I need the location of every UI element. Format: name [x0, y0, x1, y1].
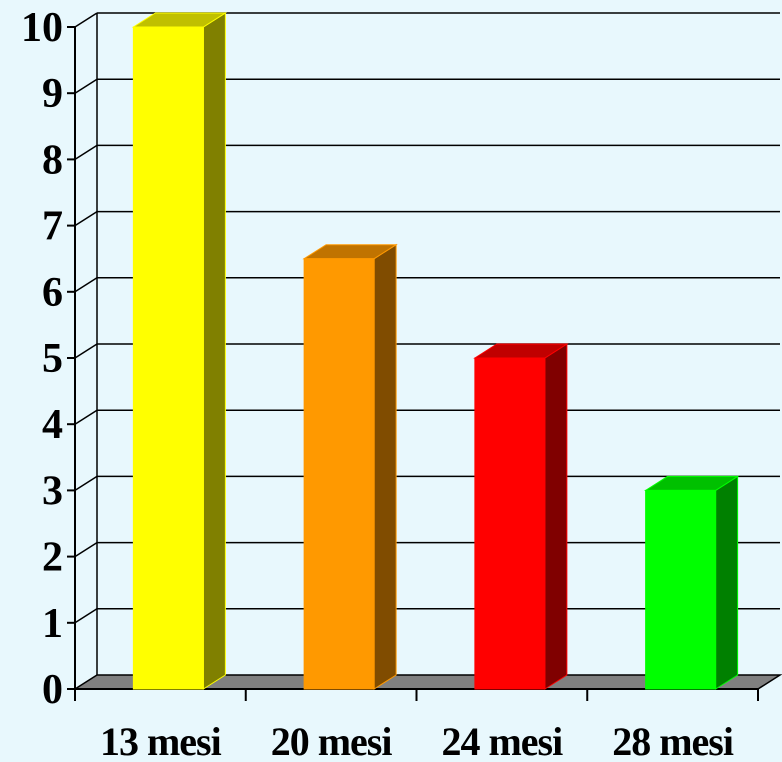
y-tick-label: 0	[42, 667, 63, 713]
bars	[131, 12, 740, 690]
bar-front	[645, 489, 717, 690]
gridline-diagonal	[74, 475, 98, 492]
y-tick-label: 7	[42, 204, 63, 250]
gridline-diagonal	[74, 210, 98, 227]
bar-front	[303, 258, 375, 690]
gridline-diagonal	[74, 541, 98, 558]
gridline-diagonal	[74, 144, 98, 161]
gridline-diagonal	[74, 12, 98, 28]
y-tick-label: 6	[42, 270, 63, 316]
category-label: 13 mesi	[100, 719, 222, 762]
gridline-diagonal	[74, 277, 98, 293]
bar-side	[715, 475, 739, 690]
bar-side	[202, 12, 226, 690]
bar	[473, 343, 569, 690]
category-label: 24 mesi	[441, 719, 563, 762]
gridline-diagonal	[74, 343, 98, 359]
y-tick-label: 4	[42, 402, 63, 448]
y-tick-label: 2	[42, 535, 63, 581]
gridline-diagonal	[74, 409, 98, 425]
labels: 0 1 2 3 4 5 6 7 8 9 10 13 mesi 20 mesi 24 mesi 28 mesi	[21, 5, 735, 762]
category-label: 20 mesi	[271, 719, 393, 762]
y-tick-label: 1	[42, 601, 63, 647]
category-label: 28 mesi	[612, 719, 734, 762]
y-tick-label: 10	[21, 5, 63, 51]
bar-side	[544, 343, 568, 690]
y-tick-label: 9	[42, 71, 63, 117]
y-tick-label: 5	[42, 336, 63, 382]
bar-side	[373, 243, 397, 690]
bar	[131, 12, 228, 690]
bar-front	[474, 357, 546, 690]
bar	[302, 243, 398, 690]
y-tick-label: 8	[42, 137, 63, 183]
bar	[643, 475, 740, 690]
gridline-diagonal	[74, 608, 98, 624]
bar-front	[132, 26, 204, 690]
gridline-diagonal	[74, 78, 98, 94]
y-tick-label: 3	[42, 468, 63, 514]
